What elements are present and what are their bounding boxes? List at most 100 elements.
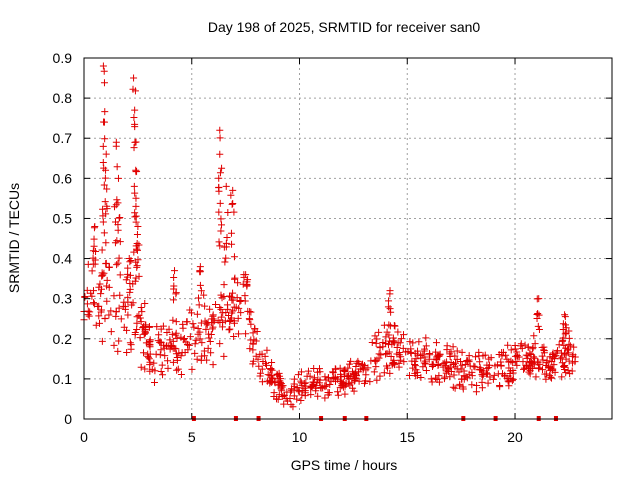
data-point	[560, 362, 568, 370]
data-point	[155, 331, 163, 339]
data-point	[376, 372, 384, 380]
data-point	[130, 182, 138, 190]
data-point	[137, 304, 145, 312]
data-point	[233, 294, 241, 302]
data-point	[443, 346, 451, 354]
data-point	[100, 67, 108, 75]
x-axis-label: GPS time / hours	[291, 457, 398, 473]
data-point	[90, 299, 98, 307]
data-point	[322, 382, 330, 390]
data-point	[197, 356, 205, 364]
data-point	[142, 321, 150, 329]
data-point	[451, 384, 459, 392]
data-point	[407, 345, 415, 353]
data-point	[293, 384, 301, 392]
data-point	[256, 350, 264, 358]
data-point	[409, 339, 417, 347]
data-point	[150, 378, 158, 386]
data-point	[193, 355, 201, 363]
y-tick-label: 0.7	[53, 130, 73, 146]
data-point	[193, 310, 201, 318]
data-point	[509, 369, 517, 377]
data-point	[224, 208, 232, 216]
data-point	[505, 358, 513, 366]
data-point	[225, 326, 233, 334]
data-point	[472, 388, 480, 396]
data-point	[90, 242, 98, 250]
data-point	[263, 361, 271, 369]
data-point	[103, 185, 111, 193]
data-point	[164, 364, 172, 372]
data-point	[215, 174, 223, 182]
data-point	[196, 263, 204, 271]
data-point	[119, 302, 127, 310]
data-point	[504, 341, 512, 349]
data-point	[97, 290, 105, 298]
data-point	[100, 79, 108, 87]
data-point	[566, 370, 574, 378]
data-point	[505, 382, 513, 390]
chart-title: Day 198 of 2025, SRMTID for receiver san…	[208, 19, 481, 35]
data-point	[485, 355, 493, 363]
data-point	[243, 281, 251, 289]
data-point	[127, 341, 135, 349]
data-point	[325, 374, 333, 382]
y-tick-label: 0.5	[53, 210, 73, 226]
data-point	[529, 345, 537, 353]
data-point	[428, 378, 436, 386]
data-point	[116, 214, 124, 222]
data-point	[481, 351, 489, 359]
data-point	[257, 369, 265, 377]
data-point	[522, 351, 530, 359]
data-point	[493, 361, 501, 369]
data-point	[157, 367, 165, 375]
data-point	[302, 382, 310, 390]
data-point	[184, 340, 192, 348]
data-point	[132, 166, 140, 174]
data-point	[216, 134, 224, 142]
data-point	[145, 322, 153, 330]
data-point	[321, 394, 329, 402]
data-point	[136, 334, 144, 342]
data-point	[101, 314, 109, 322]
plot-frame	[83, 57, 613, 420]
data-point	[114, 221, 122, 229]
axis-ticks: 0 0.1 0.2 0.3 0.4 0.5 0.6 0.7 0.8 0.9 0 5 10 15 20	[53, 50, 612, 445]
data-point	[141, 365, 149, 373]
data-point	[85, 312, 93, 320]
data-point	[276, 375, 284, 383]
data-point	[254, 355, 262, 363]
data-point	[425, 349, 433, 357]
data-point	[258, 378, 266, 386]
data-point	[538, 366, 546, 374]
data-point	[364, 364, 372, 372]
data-point	[295, 388, 303, 396]
data-point	[146, 358, 154, 366]
data-point	[99, 205, 107, 213]
data-point	[131, 106, 139, 114]
data-point	[354, 357, 362, 365]
data-point	[478, 371, 486, 379]
data-point	[100, 181, 108, 189]
data-point	[230, 333, 238, 341]
data-point	[99, 218, 107, 226]
data-point	[548, 354, 556, 362]
data-point	[99, 142, 107, 150]
data-point	[432, 374, 440, 382]
data-point	[116, 271, 124, 279]
data-point	[159, 371, 167, 379]
data-point	[555, 341, 563, 349]
data-point	[217, 291, 225, 299]
data-point	[273, 371, 281, 379]
data-point	[89, 260, 97, 268]
data-point	[99, 271, 107, 279]
data-point	[414, 351, 422, 359]
data-point	[230, 253, 238, 261]
data-point	[100, 229, 108, 237]
data-point	[112, 308, 120, 316]
data-point	[458, 348, 466, 356]
data-point	[202, 319, 210, 327]
data-point	[177, 333, 185, 341]
data-point	[551, 368, 559, 376]
data-point	[156, 338, 164, 346]
